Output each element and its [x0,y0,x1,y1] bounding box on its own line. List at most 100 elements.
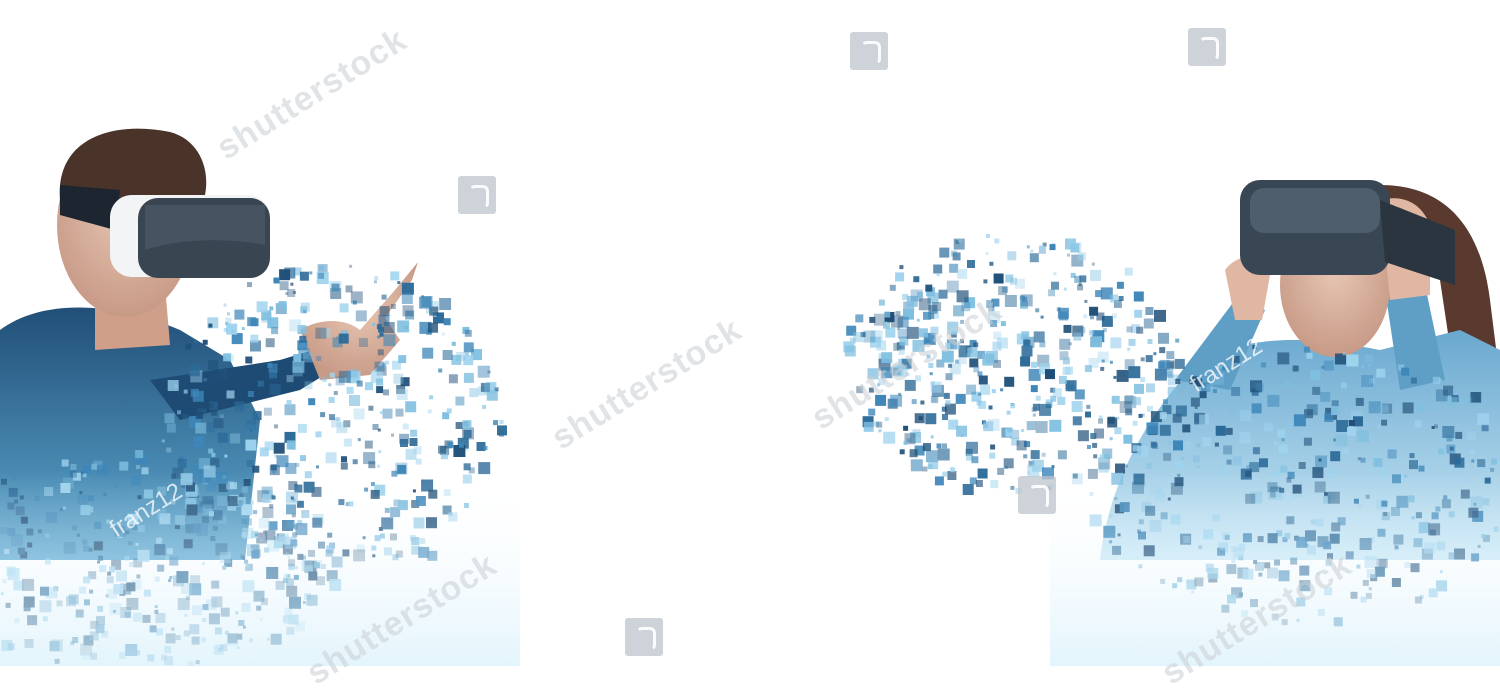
pixel-particle [195,422,207,434]
pixel-particle [191,465,201,475]
pixel-particle [383,389,389,396]
pixel-particle [1159,424,1171,436]
pixel-particle [1124,359,1135,370]
pixel-particle [1116,416,1120,420]
pixel-particle [278,301,287,310]
pixel-particle [1252,447,1260,455]
pixel-particle [945,400,951,406]
pixel-particle [989,261,994,266]
pixel-particle [1141,413,1145,417]
pixel-particle [1377,424,1382,429]
pixel-particle [1070,272,1076,278]
pixel-particle [357,438,361,442]
pixel-particle [1166,360,1175,369]
pixel-particle [1000,321,1006,327]
woman-hair [1380,185,1500,380]
pixel-particle [299,335,307,343]
pixel-particle [1409,460,1418,470]
pixel-particle [1175,461,1184,470]
pixel-particle [245,424,256,435]
pixel-particle [315,327,327,339]
pixel-particle [1215,425,1226,436]
pixel-particle [989,452,996,459]
pixel-particle [1223,445,1233,455]
pixel-particle [462,420,472,430]
pixel-particle [480,382,490,392]
pixel-particle [247,391,254,397]
pixel-particle [1049,419,1062,432]
pixel-particle [895,311,901,317]
pixel-particle [451,354,462,365]
pixel-particle [1140,377,1146,383]
pixel-particle [247,282,252,288]
pixel-particle [1140,357,1145,362]
pixel-particle [447,441,454,448]
pixel-particle [476,442,486,451]
pixel-particle [1087,445,1091,449]
pixel-particle [208,323,213,328]
pixel-particle [349,395,360,406]
pixel-particle [1434,424,1438,429]
pixel-particle [849,337,856,344]
pixel-particle [1113,299,1122,308]
pixel-particle [1094,428,1104,439]
pixel-particle [1059,311,1069,321]
pixel-particle [427,409,432,414]
pixel-particle [1477,459,1486,468]
pixel-particle [1002,286,1009,293]
pixel-particle [1086,404,1091,409]
pixel-particle [883,321,890,329]
pixel-particle [1107,416,1115,424]
pixel-particle [936,443,942,449]
pixel-particle [933,264,943,274]
pixel-particle [1020,356,1031,367]
pixel-particle [194,340,198,344]
pixel-particle [1471,459,1475,463]
pixel-particle [978,375,988,385]
pixel-particle [210,458,220,468]
pixel-particle [463,372,474,383]
pixel-particle [956,290,969,303]
pixel-particle [949,263,959,273]
pixel-particle [164,413,175,424]
pixel-particle [1194,378,1203,387]
pixel-particle [1217,362,1223,369]
pixel-particle [957,268,968,279]
pixel-particle [1056,307,1061,312]
pixel-particle [1077,284,1084,291]
pixel-particle [931,396,939,404]
pixel-particle [1058,375,1067,384]
pixel-particle [264,441,274,451]
pixel-particle [1145,355,1153,363]
pixel-particle [1167,374,1179,386]
pixel-particle [1010,403,1016,409]
pixel-particle [230,433,241,444]
pixel-particle [70,463,77,470]
pixel-particle [1134,309,1143,318]
pixel-particle [261,312,272,323]
pixel-particle [1454,457,1465,468]
pixel-particle [227,312,230,316]
pixel-particle [1348,420,1355,426]
pixel-particle [292,360,305,373]
pixel-particle [329,281,342,293]
pixel-particle [1193,455,1200,463]
pixel-particle [906,373,910,376]
pixel-particle [204,422,215,433]
pixel-particle [902,293,909,300]
pixel-particle [993,331,1002,340]
pixel-particle [1293,414,1306,427]
pixel-particle [448,374,458,384]
pixel-particle [1267,394,1280,407]
pixel-particle [978,400,987,409]
pixel-particle [899,449,905,455]
pixel-particle [208,448,214,454]
pixel-particle [217,369,228,380]
pixel-particle [917,291,924,298]
pixel-particle [1065,380,1077,392]
pixel-particle [358,338,368,347]
pixel-particle [396,384,406,394]
pixel-particle [223,353,232,362]
pixel-particle [422,347,434,359]
pixel-particle [335,417,340,422]
